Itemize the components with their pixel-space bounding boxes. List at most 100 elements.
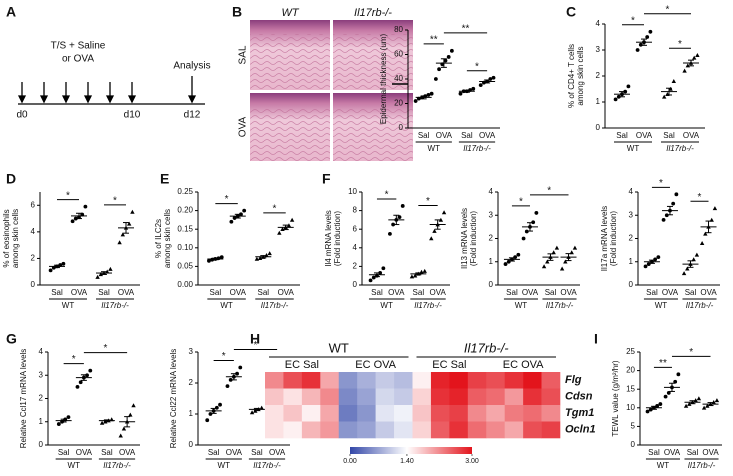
y-axis-label: Epidermal thickness (um) xyxy=(379,34,388,125)
group-label: Il17rb-/- xyxy=(101,301,129,310)
data-point xyxy=(249,410,255,415)
heatmap-cell xyxy=(449,405,469,422)
data-point xyxy=(433,77,438,81)
x-tick-label: Sal xyxy=(506,288,518,297)
group-label: WT xyxy=(62,301,75,310)
analysis-label: Analysis xyxy=(173,61,210,72)
y-tick-label: 1 xyxy=(489,257,494,266)
data-point xyxy=(409,274,415,279)
panel-letter: A xyxy=(6,4,16,20)
panel-letter: C xyxy=(566,4,576,20)
data-point xyxy=(412,273,418,278)
heatmap-cell xyxy=(541,372,561,389)
y-tick-label: 0.10 xyxy=(177,243,193,252)
y-axis-label: among skin cells xyxy=(576,46,585,105)
heatmap-cell xyxy=(523,421,542,439)
histology-col: WT xyxy=(281,7,299,19)
heatmap-cell xyxy=(338,388,358,406)
y-tick-label: 1 xyxy=(189,409,194,418)
data-point xyxy=(238,365,243,370)
y-tick-label: 2 xyxy=(31,254,36,263)
x-tick-label: OVA xyxy=(278,288,295,297)
data-point xyxy=(694,252,700,257)
data-point xyxy=(616,94,621,99)
data-point xyxy=(397,215,402,220)
x-tick-label: OVA xyxy=(560,288,577,297)
data-point xyxy=(391,222,396,227)
group-label: Il17rb-/- xyxy=(666,144,694,153)
y-tick-label: 3 xyxy=(596,45,601,54)
data-point xyxy=(120,232,125,237)
panel-letter: G xyxy=(6,331,17,347)
data-point xyxy=(513,255,518,259)
y-tick-label: 6 xyxy=(31,200,36,209)
group-label: Il17rb-/- xyxy=(463,144,491,153)
data-point xyxy=(705,403,710,408)
panel-letter: B xyxy=(232,4,242,20)
heatmap-cell xyxy=(265,388,284,406)
heatmap-cell xyxy=(283,388,303,406)
data-point xyxy=(48,268,53,273)
group-label: Il17rb-/- xyxy=(253,461,281,470)
y-tick-label: 8 xyxy=(353,206,358,215)
data-point xyxy=(66,415,71,419)
heatmap-cell xyxy=(541,421,561,439)
heatmap-cell xyxy=(338,372,358,389)
y-tick-label: 4 xyxy=(31,227,36,236)
heatmap-cell xyxy=(265,372,284,389)
x-tick-label: OVA xyxy=(118,288,135,297)
x-tick-label: Sal xyxy=(616,131,628,140)
data-point xyxy=(446,55,451,59)
data-point xyxy=(277,230,282,235)
y-tick-label: 4 xyxy=(629,187,634,196)
heatmap-cell xyxy=(486,421,505,439)
data-point xyxy=(128,412,133,417)
significance-label: * xyxy=(689,347,693,358)
y-tick-label: 2 xyxy=(489,234,494,243)
x-tick-label: OVA xyxy=(230,288,247,297)
data-point xyxy=(635,48,640,52)
data-point xyxy=(471,86,476,91)
x-tick-label: OVA xyxy=(700,288,717,297)
x-tick-label: OVA xyxy=(119,448,136,457)
data-point xyxy=(289,217,295,222)
y-tick-label: 2 xyxy=(39,394,44,403)
data-point xyxy=(235,371,239,376)
group-label: WT xyxy=(220,301,233,310)
heatmap-cell xyxy=(320,372,340,389)
data-point xyxy=(286,223,292,228)
x-tick-label: Sal xyxy=(208,448,220,457)
data-point xyxy=(259,405,264,410)
x-tick-label: Sal xyxy=(58,448,70,457)
x-tick-label: Sal xyxy=(418,131,430,140)
data-point xyxy=(225,384,230,388)
heatmap-cell xyxy=(412,405,432,422)
y-tick-label: 10 xyxy=(348,187,357,196)
data-point xyxy=(685,63,690,68)
heatmap-cell xyxy=(467,421,487,439)
y-tick-label: 2 xyxy=(353,262,358,271)
data-point xyxy=(131,403,136,408)
data-point xyxy=(61,261,66,266)
data-point xyxy=(207,258,211,263)
significance-label: ** xyxy=(430,34,438,45)
x-tick-label: Sal xyxy=(51,288,63,297)
data-point xyxy=(572,245,578,250)
data-point xyxy=(695,53,700,57)
data-point xyxy=(121,426,127,431)
group-label: WT xyxy=(627,144,640,153)
data-point xyxy=(219,255,224,259)
heatmap-cell xyxy=(283,421,303,439)
y-axis-label: (Fold induction) xyxy=(333,211,342,266)
data-point xyxy=(656,255,661,259)
heatmap-cell xyxy=(467,405,487,422)
y-tick-label: 3 xyxy=(39,370,44,379)
x-tick-label: OVA xyxy=(226,448,243,457)
data-point xyxy=(70,219,75,224)
data-point xyxy=(56,422,61,426)
group-label: WT xyxy=(655,301,668,310)
y-tick-label: 0 xyxy=(189,440,194,449)
data-point xyxy=(127,221,132,226)
data-point xyxy=(666,391,671,395)
